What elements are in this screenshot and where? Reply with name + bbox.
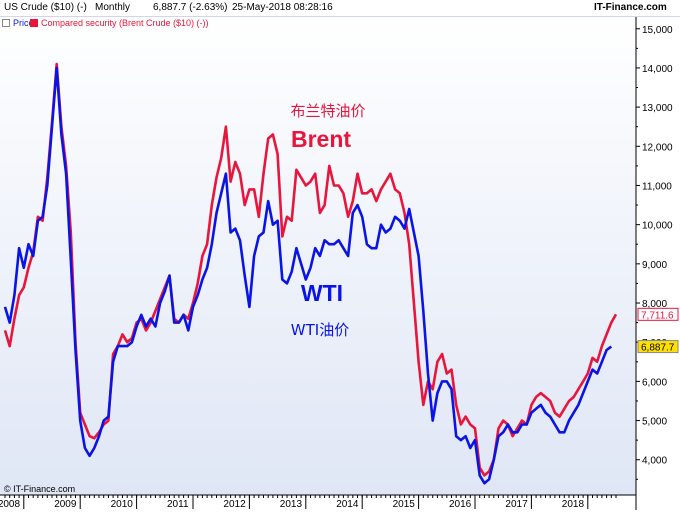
wti-cn-annotation: WTI油价	[291, 321, 349, 339]
brent-last-value-box	[637, 307, 679, 321]
legend-compared[interactable]: Compared security (Brent Crude ($10) (-)…	[30, 17, 209, 29]
x-tick-label: 2012	[223, 499, 246, 510]
y-tick-label: 15,000	[642, 25, 673, 36]
y-tick-label: 5,000	[642, 417, 667, 428]
y-tick-label: 4,000	[642, 456, 667, 467]
checkbox-icon[interactable]	[2, 19, 10, 27]
x-tick-label: 2014	[336, 499, 359, 510]
provider-name: IT-Finance.com	[594, 2, 667, 13]
y-tick-label: 6,000	[642, 377, 667, 388]
x-tick-label: 2009	[54, 499, 77, 510]
series-layer	[3, 62, 618, 485]
x-tick-label: 2011	[167, 499, 189, 510]
x-tick-label: 2017	[505, 499, 528, 510]
instrument-name[interactable]: US Crude ($10) (-)	[4, 2, 87, 13]
y-tick-label: 11,000	[642, 181, 672, 192]
x-axis: 2008 2009 2010 2011 2012 2013 2014 2015 2016 2017…	[0, 494, 636, 510]
legend-price-label: Price	[13, 18, 34, 28]
y-tick-label: 8,000	[642, 299, 667, 310]
checkbox-icon[interactable]	[30, 19, 38, 27]
y-tick-label: 9,000	[642, 260, 667, 271]
brent-annotation: Brent	[291, 126, 351, 152]
legend-price[interactable]: Price	[2, 17, 34, 29]
wti-last-value-box	[637, 340, 679, 354]
last-value-markers: 7,711.6 6,887.7	[637, 307, 679, 354]
x-tick-label: 2013	[280, 499, 303, 510]
header-bar: US Crude ($10) (-) Monthly 6,887.7 (-2.6…	[0, 0, 680, 17]
y-tick-label: 12,000	[642, 142, 673, 153]
y-tick-label: 13,000	[642, 103, 673, 114]
x-tick-label: 2010	[111, 499, 134, 510]
wti-last-value-label: 6,887.7	[641, 343, 675, 354]
x-tick-label: 2016	[449, 499, 472, 510]
y-tick-label: 14,000	[642, 64, 673, 75]
x-tick-label: 2008	[0, 499, 20, 510]
wti-series-line	[3, 66, 613, 485]
plot-area	[0, 17, 636, 495]
copyright-text: © IT-Finance.com	[4, 484, 75, 494]
brent-series-line	[3, 62, 618, 477]
x-tick-label: 2015	[393, 499, 416, 510]
timestamp: 25-May-2018 08:28:16	[232, 2, 333, 13]
period-label[interactable]: Monthly	[95, 2, 131, 13]
y-tick-label: 10,000	[642, 221, 673, 232]
x-tick-label: 2018	[562, 499, 585, 510]
y-axis: 4,0005,0006,0007,0008,0009,00010,00011,0…	[635, 17, 673, 510]
legend-compared-label: Compared security (Brent Crude ($10) (-)…	[41, 18, 209, 28]
quote-value: 6,887.7 (-2.63%)	[153, 2, 228, 13]
wti-annotation: WTI	[301, 280, 343, 306]
brent-cn-annotation: 布兰特油价	[290, 102, 365, 120]
brent-last-value-label: 7,711.6	[641, 310, 674, 321]
